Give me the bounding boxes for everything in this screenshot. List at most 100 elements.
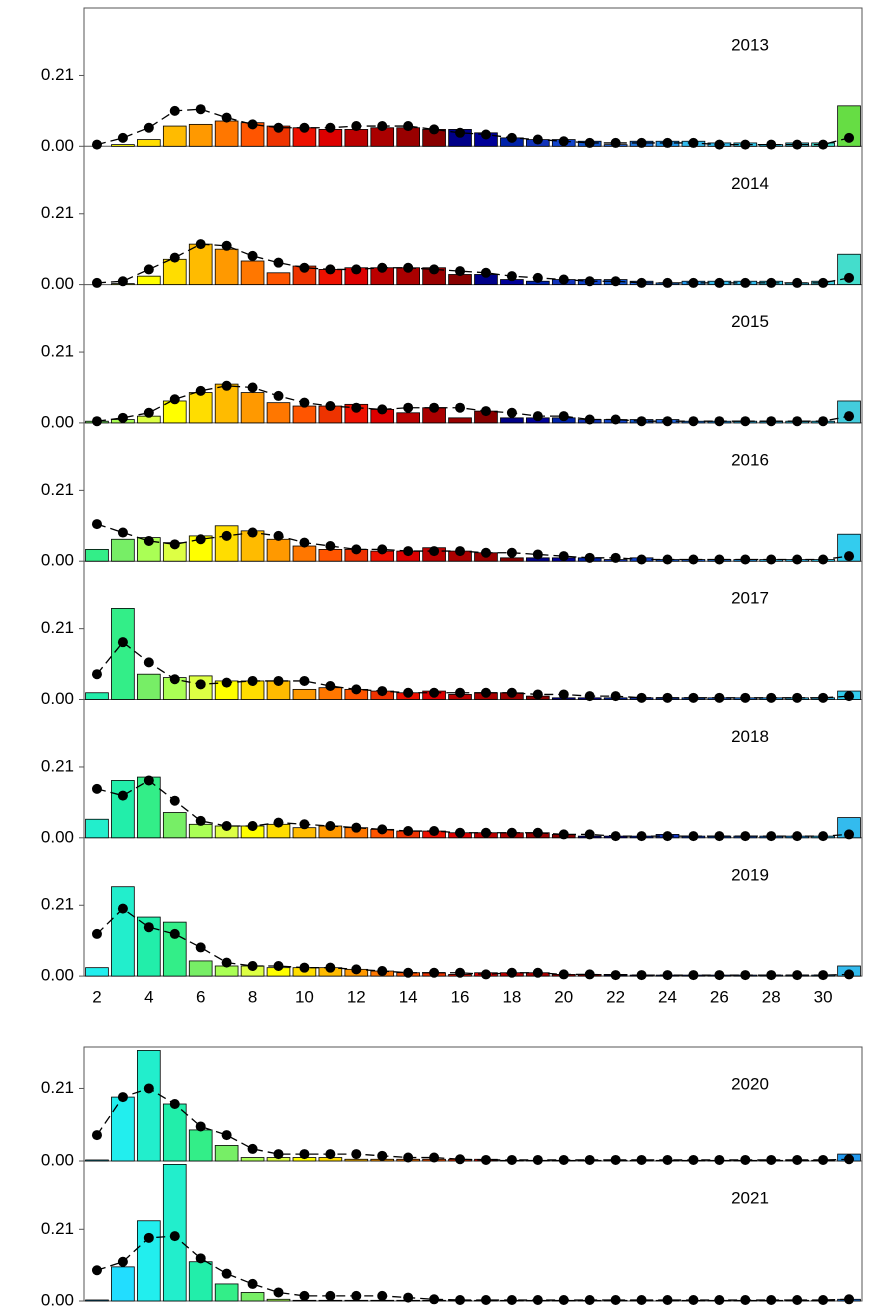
- panel-title: 2016: [731, 450, 769, 469]
- bar: [214, 1145, 239, 1162]
- panel-title: 2017: [731, 589, 769, 608]
- point: [714, 416, 725, 427]
- point: [91, 928, 102, 939]
- point: [480, 406, 491, 417]
- point: [688, 137, 699, 148]
- bar: [344, 1158, 369, 1162]
- point: [325, 962, 336, 973]
- point: [247, 1278, 258, 1289]
- point: [403, 967, 414, 978]
- panel-title: 2015: [731, 312, 769, 331]
- point: [480, 969, 491, 980]
- point: [792, 277, 803, 288]
- point: [221, 957, 232, 968]
- point: [740, 1294, 751, 1305]
- point: [558, 969, 569, 980]
- point: [195, 942, 206, 953]
- point: [714, 1154, 725, 1165]
- bar: [85, 1159, 109, 1162]
- x-tick-label: 22: [606, 988, 625, 1007]
- point: [273, 1287, 284, 1298]
- point: [455, 266, 466, 277]
- bar: [240, 1157, 265, 1162]
- point: [455, 1294, 466, 1305]
- point: [143, 1232, 154, 1243]
- bar: [85, 818, 109, 839]
- point: [325, 401, 336, 412]
- point: [584, 552, 595, 563]
- point: [325, 1149, 336, 1160]
- point: [792, 416, 803, 427]
- point: [714, 831, 725, 842]
- point: [351, 684, 362, 695]
- point: [610, 970, 621, 981]
- point: [247, 527, 258, 538]
- point: [143, 535, 154, 546]
- point: [636, 1294, 647, 1305]
- y-tick-label: 0.21: [41, 480, 74, 499]
- point: [844, 551, 855, 562]
- point: [584, 1294, 595, 1305]
- point: [221, 112, 232, 123]
- y-tick-label: 0.00: [41, 551, 74, 570]
- bar: [137, 776, 161, 839]
- point: [429, 826, 440, 837]
- point: [429, 687, 440, 698]
- point: [299, 262, 310, 273]
- point: [429, 402, 440, 413]
- point: [610, 552, 621, 563]
- bar: [137, 275, 161, 286]
- point: [636, 831, 647, 842]
- point: [299, 1290, 310, 1301]
- point: [351, 402, 362, 413]
- point: [480, 687, 491, 698]
- point: [377, 544, 388, 555]
- point: [766, 1294, 777, 1305]
- bar: [162, 1103, 187, 1162]
- point: [558, 411, 569, 422]
- point: [506, 827, 517, 838]
- y-tick-label: 0.21: [41, 895, 74, 914]
- point: [195, 104, 206, 115]
- point: [558, 689, 569, 700]
- point: [584, 137, 595, 148]
- point: [740, 970, 751, 981]
- point: [818, 554, 829, 565]
- point: [792, 831, 803, 842]
- point: [532, 689, 543, 700]
- point: [247, 119, 258, 130]
- point: [377, 262, 388, 273]
- bar: [240, 260, 265, 285]
- point: [714, 139, 725, 150]
- point: [455, 827, 466, 838]
- point: [117, 132, 128, 143]
- point: [117, 412, 128, 423]
- point: [221, 820, 232, 831]
- point: [91, 783, 102, 794]
- bar: [85, 692, 109, 700]
- bar: [266, 1298, 291, 1302]
- point: [688, 1154, 699, 1165]
- point: [714, 554, 725, 565]
- x-tick-label: 24: [658, 988, 677, 1007]
- y-tick-label: 0.00: [41, 689, 74, 708]
- bar: [137, 139, 161, 147]
- point: [584, 969, 595, 980]
- line: [96, 1235, 850, 1301]
- bar: [188, 1261, 213, 1302]
- point: [688, 831, 699, 842]
- point: [273, 530, 284, 541]
- point: [247, 675, 258, 686]
- point: [740, 831, 751, 842]
- point: [351, 264, 362, 275]
- point: [91, 1130, 102, 1141]
- point: [143, 1083, 154, 1094]
- point: [377, 121, 388, 132]
- bar: [214, 1283, 239, 1302]
- y-tick-label: 0.00: [41, 1290, 74, 1309]
- point: [195, 679, 206, 690]
- bar: [837, 253, 861, 286]
- bar: [162, 812, 187, 839]
- bar: [266, 402, 291, 424]
- point: [273, 1149, 284, 1160]
